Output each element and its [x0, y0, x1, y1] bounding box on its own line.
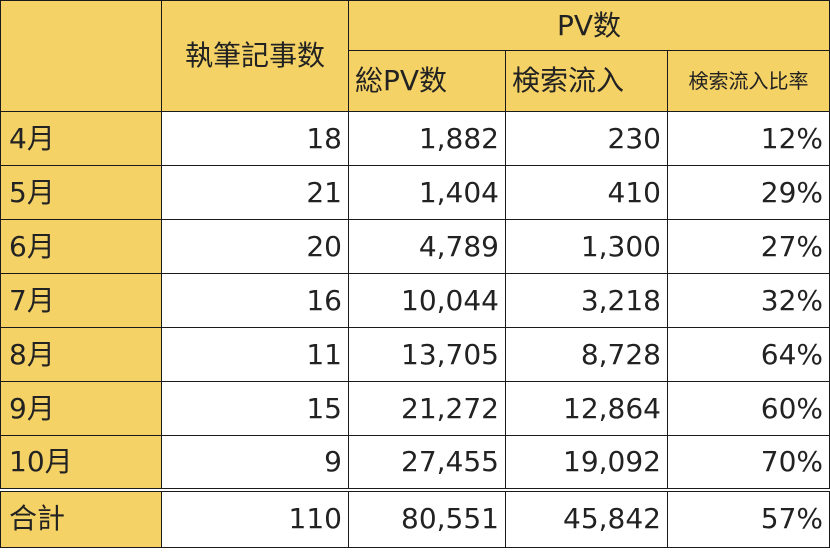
month-cell[interactable]: 6月 — [0, 219, 162, 274]
articles-cell[interactable]: 15 — [161, 381, 349, 436]
header-row-1: 執筆記事数 PV数 — [0, 0, 830, 112]
table-row: 10月 9 27,455 19,092 70% — [0, 435, 830, 490]
header-search-ratio[interactable]: 検索流入比率 — [666, 50, 830, 112]
articles-cell[interactable]: 9 — [161, 435, 349, 490]
articles-cell[interactable]: 18 — [161, 111, 349, 166]
search-ratio-cell[interactable]: 32% — [666, 273, 830, 328]
header-articles[interactable]: 執筆記事数 — [161, 0, 349, 112]
total-pv-cell[interactable]: 13,705 — [348, 327, 506, 382]
articles-cell[interactable]: 20 — [161, 219, 349, 274]
month-cell[interactable]: 10月 — [0, 435, 162, 490]
articles-cell[interactable]: 21 — [161, 165, 349, 220]
total-pv-sum-cell[interactable]: 80,551 — [348, 487, 506, 548]
search-inflow-cell[interactable]: 12,864 — [505, 381, 668, 436]
month-cell[interactable]: 4月 — [0, 111, 162, 166]
search-ratio-cell[interactable]: 60% — [666, 381, 830, 436]
articles-cell[interactable]: 11 — [161, 327, 349, 382]
table-row: 9月 15 21,272 12,864 60% — [0, 381, 830, 436]
total-pv-cell[interactable]: 21,272 — [348, 381, 506, 436]
month-cell[interactable]: 7月 — [0, 273, 162, 328]
corner-cell[interactable] — [0, 0, 162, 112]
search-inflow-cell[interactable]: 230 — [505, 111, 668, 166]
search-ratio-cell[interactable]: 12% — [666, 111, 830, 166]
header-search-inflow[interactable]: 検索流入 — [505, 50, 668, 112]
table-row: 4月 18 1,882 230 12% — [0, 111, 830, 166]
header-pv-group[interactable]: PV数 — [347, 0, 830, 51]
search-inflow-cell[interactable]: 19,092 — [505, 435, 668, 490]
total-pv-cell[interactable]: 1,882 — [348, 111, 506, 166]
total-articles-cell[interactable]: 110 — [161, 487, 349, 548]
search-inflow-cell[interactable]: 8,728 — [505, 327, 668, 382]
table-row: 8月 11 13,705 8,728 64% — [0, 327, 830, 382]
month-cell[interactable]: 9月 — [0, 381, 162, 436]
articles-cell[interactable]: 16 — [161, 273, 349, 328]
month-cell[interactable]: 5月 — [0, 165, 162, 220]
total-label-cell[interactable]: 合計 — [0, 487, 162, 548]
search-ratio-cell[interactable]: 29% — [666, 165, 830, 220]
total-pv-cell[interactable]: 27,455 — [348, 435, 506, 490]
total-search-inflow-cell[interactable]: 45,842 — [505, 487, 668, 548]
search-ratio-cell[interactable]: 70% — [666, 435, 830, 490]
search-inflow-cell[interactable]: 410 — [505, 165, 668, 220]
search-inflow-cell[interactable]: 1,300 — [505, 219, 668, 274]
table-row: 5月 21 1,404 410 29% — [0, 165, 830, 220]
search-ratio-cell[interactable]: 27% — [666, 219, 830, 274]
month-cell[interactable]: 8月 — [0, 327, 162, 382]
table-row: 7月 16 10,044 3,218 32% — [0, 273, 830, 328]
header-row-2: 総PV数 検索流入 検索流入比率 — [1, 50, 830, 112]
total-pv-cell[interactable]: 4,789 — [348, 219, 506, 274]
total-pv-cell[interactable]: 1,404 — [348, 165, 506, 220]
total-pv-cell[interactable]: 10,044 — [348, 273, 506, 328]
search-ratio-cell[interactable]: 64% — [666, 327, 830, 382]
header-total-pv[interactable]: 総PV数 — [348, 50, 506, 112]
search-inflow-cell[interactable]: 3,218 — [505, 273, 668, 328]
total-search-ratio-cell[interactable]: 57% — [666, 487, 830, 548]
total-row: 合計 110 80,551 45,842 57% — [0, 487, 830, 548]
table-row: 6月 20 4,789 1,300 27% — [0, 219, 830, 274]
